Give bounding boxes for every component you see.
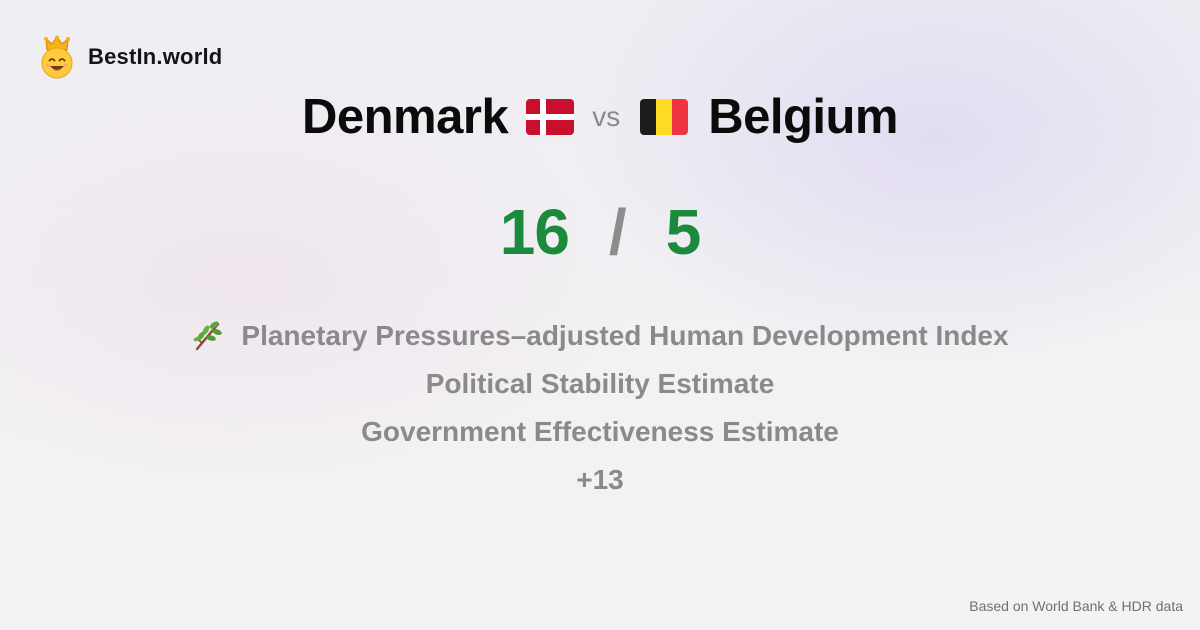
belgium-flag-icon xyxy=(640,99,689,135)
score-separator: / xyxy=(608,196,627,268)
more-metrics-label: +13 xyxy=(576,464,624,495)
right-score: 5 xyxy=(665,196,702,268)
left-score: 16 xyxy=(499,196,570,268)
data-source-note: Based on World Bank & HDR data xyxy=(969,598,1183,614)
right-country-name: Belgium xyxy=(708,90,898,144)
metrics-list: Planetary Pressures–adjusted Human Devel… xyxy=(0,312,1200,504)
vs-label: vs xyxy=(592,101,621,132)
leaf-branch-icon xyxy=(194,321,223,351)
metric-item: Government Effectiveness Estimate xyxy=(0,408,1200,456)
comparison-title: Denmark vs Belgium xyxy=(0,86,1200,148)
left-country-name: Denmark xyxy=(301,90,509,144)
metric-item: Planetary Pressures–adjusted Human Devel… xyxy=(0,312,1200,360)
brand[interactable]: BestIn.world xyxy=(38,35,222,79)
score: 16 / 5 xyxy=(0,192,1200,272)
metric-label: Planetary Pressures–adjusted Human Devel… xyxy=(241,320,1009,351)
metric-item: Political Stability Estimate xyxy=(0,360,1200,408)
denmark-flag-icon xyxy=(526,99,575,135)
brand-name: BestIn.world xyxy=(88,44,223,69)
metric-label: Government Effectiveness Estimate xyxy=(361,416,839,447)
metric-label: Political Stability Estimate xyxy=(425,368,775,399)
crown-smiley-icon xyxy=(41,35,73,79)
more-metrics-count[interactable]: +13 xyxy=(0,456,1200,504)
